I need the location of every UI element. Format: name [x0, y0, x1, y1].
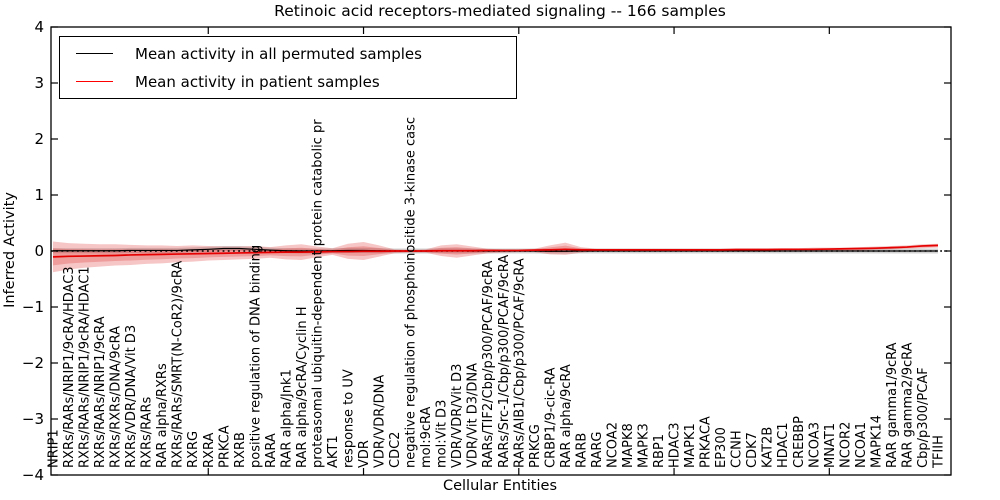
x-category-label: RXRs/RARs/SMRT(N-CoR2)/9cRA — [171, 261, 186, 468]
x-category-label: response to UV — [342, 369, 357, 468]
y-tick-label: 3 — [34, 74, 44, 92]
legend-label-permuted: Mean activity in all permuted samples — [135, 44, 422, 63]
x-category-label: EP300 — [714, 427, 729, 468]
x-category-label: RXRs/RXRs/DNA/9cRA — [109, 326, 124, 468]
x-axis-label: Cellular Entities — [442, 478, 558, 494]
x-category-label: proteasomal ubiquitin-dependent protein … — [310, 119, 325, 468]
x-category-label: RXRB — [233, 432, 248, 468]
legend-label-patient: Mean activity in patient samples — [135, 72, 380, 91]
x-category-label: RXRs/VDR/DNA/Vit D3 — [124, 325, 139, 468]
y-tick-label: −1 — [22, 298, 44, 316]
x-category-label: VDR/VDR/DNA — [373, 375, 388, 468]
legend: Mean activity in all permuted samples Me… — [59, 36, 517, 99]
y-tick-label: 1 — [34, 186, 44, 204]
x-category-label: RARG — [590, 431, 605, 468]
x-category-label: MAPK3 — [637, 423, 652, 468]
x-category-label: VDR — [357, 440, 372, 468]
x-category-label: RARA — [264, 433, 279, 468]
x-category-label: RAR gamma1/9cRA — [885, 342, 900, 468]
x-category-label: Cbp/p300/PCAF — [916, 367, 931, 468]
x-category-label: VDR/Vit D3/DNA — [466, 363, 481, 468]
patient-mean-line — [52, 244, 939, 258]
x-category-label: mol:9cRA — [419, 406, 434, 468]
y-tick-label: −2 — [22, 354, 44, 372]
x-category-label: RARB — [574, 433, 589, 468]
x-category-label: MAPK1 — [683, 423, 698, 468]
patient-line-sample-icon — [76, 81, 113, 82]
x-category-label: positive regulation of DNA binding — [248, 245, 263, 468]
x-category-label: RXRG — [186, 431, 201, 468]
x-category-label: NCOR2 — [838, 422, 853, 468]
x-category-label: RARs/TIF2/Cbp/p300/PCAF/9cRA — [481, 261, 496, 468]
x-category-label: RAR alpha/9cRA — [559, 364, 574, 468]
y-tick-label: −4 — [22, 466, 44, 484]
x-category-label: RBP1 — [652, 434, 667, 468]
permuted-line-sample-icon — [76, 53, 113, 54]
x-category-label: NCOA1 — [854, 422, 869, 468]
y-tick-label: 4 — [34, 18, 44, 36]
x-category-label: NCOA2 — [605, 422, 620, 468]
x-category-label: RARs/AIB1/Cbp/p300/PCAF/9cRA — [512, 258, 527, 468]
x-category-label: PRKCG — [528, 424, 543, 468]
x-category-label: KAT2B — [761, 427, 776, 468]
x-category-label: NCOA3 — [807, 422, 822, 468]
y-axis-label: Inferred Activity — [2, 192, 18, 308]
chart-title: Retinoic acid receptors-mediated signali… — [274, 2, 726, 20]
x-category-label: RAR gamma2/9cRA — [900, 342, 915, 468]
x-category-label: NRIP1 — [47, 429, 62, 468]
x-category-label: AKT1 — [326, 435, 341, 468]
x-category-label: mol:Vit D3 — [435, 400, 450, 468]
y-tick-label: 0 — [34, 242, 44, 260]
x-category-label: RXRs/RARs/NRIP1/9cRA/HDAC3 — [62, 266, 77, 468]
x-category-label: RXRs/RARs/NRIP1/9cRA — [93, 316, 108, 468]
x-category-label: RAR alpha/9cRA/Cyclin H — [295, 307, 310, 468]
legend-entry-patient: Mean activity in patient samples — [76, 71, 516, 92]
x-category-label: RXRs/RARs — [140, 396, 155, 468]
x-category-label: CDK7 — [745, 432, 760, 468]
y-tick-label: −3 — [22, 410, 44, 428]
x-category-label: PRKCA — [217, 425, 232, 468]
x-category-label: PRKACA — [699, 416, 714, 468]
x-category-label: RAR alpha/Jnk1 — [279, 369, 294, 468]
x-category-label: MAPK14 — [869, 415, 884, 468]
x-category-label: RARs/Src-1/Cbp/p300/PCAF/9cRA — [497, 255, 512, 468]
x-category-label: CREBBP — [792, 416, 807, 468]
x-category-label: HDAC1 — [776, 422, 791, 468]
x-category-label: CRBP1/9-cic-RA — [543, 367, 558, 468]
x-category-label: VDR/VDR/Vit D3 — [450, 364, 465, 468]
x-category-label: RXRs/RARs/NRIP1/9cRA/HDAC1 — [78, 266, 93, 468]
legend-entry-permuted: Mean activity in all permuted samples — [76, 43, 516, 64]
x-category-label: RXRA — [202, 433, 217, 468]
x-category-label: MAPK8 — [621, 423, 636, 468]
x-category-label: RAR alpha/RXRs — [155, 363, 170, 468]
y-tick-label: 2 — [34, 130, 44, 148]
x-category-label: negative regulation of phosphoinositide … — [404, 117, 419, 468]
x-category-label: TFIIH — [932, 435, 947, 469]
x-category-label: CDC2 — [388, 432, 403, 468]
x-category-label: MNAT1 — [823, 423, 838, 468]
x-category-label: HDAC3 — [668, 422, 683, 468]
x-category-label: CCNH — [730, 430, 745, 468]
